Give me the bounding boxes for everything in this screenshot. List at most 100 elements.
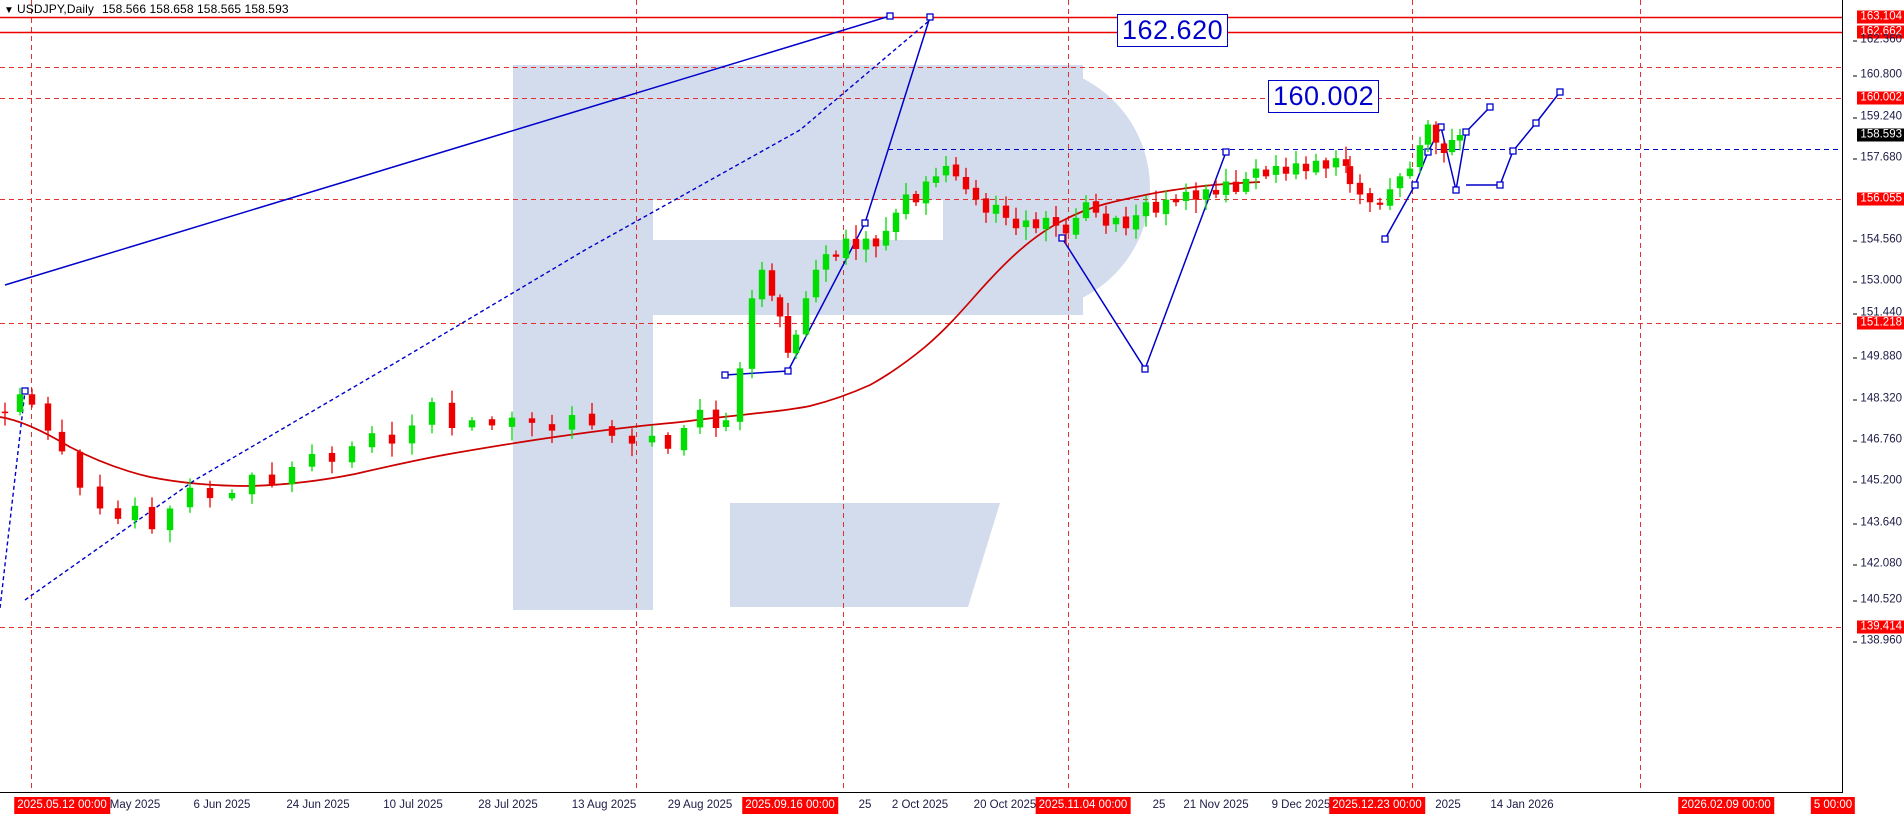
candle-body[interactable] [1302,163,1310,172]
candle-body[interactable] [872,238,880,247]
candle-body[interactable] [922,181,930,204]
candle-body[interactable] [28,394,36,405]
candle-body[interactable] [1416,145,1424,168]
chart-plot-area[interactable]: 162.620 160.002 [0,0,1843,793]
candle-body[interactable] [912,193,920,203]
candle-body[interactable] [96,486,104,509]
candle-body[interactable] [1192,190,1200,200]
candle-body[interactable] [248,474,256,495]
candle-body[interactable] [408,425,416,444]
candle-body[interactable] [1292,163,1300,175]
candle-body[interactable] [1092,201,1100,213]
candle-body[interactable] [1232,181,1240,192]
candle-body[interactable] [628,435,636,444]
candle-body[interactable] [588,413,596,426]
candle-body[interactable] [428,402,436,425]
candle-body[interactable] [892,212,900,233]
candle-body[interactable] [812,269,820,298]
candle-body[interactable] [1002,205,1010,218]
projection-line-main[interactable] [4,15,891,286]
candlestick-series[interactable] [1,120,1464,543]
candle-body[interactable] [1,411,9,414]
candle-body[interactable] [882,230,890,246]
time-axis[interactable]: 2025.05.12 00:00 21 May 2025 6 Jun 2025 24 … [0,794,1856,821]
projection-line-dashed[interactable] [0,390,26,609]
candle-body[interactable] [1312,160,1320,173]
candle-body[interactable] [1132,215,1140,230]
candle-body[interactable] [166,508,174,531]
candle-body[interactable] [488,419,496,426]
candle-body[interactable] [842,238,850,259]
candle-body[interactable] [288,466,296,485]
candle-body[interactable] [1222,181,1230,195]
candle-body[interactable] [1162,199,1170,215]
candle-body[interactable] [1396,176,1404,189]
candle-body[interactable] [1012,218,1020,229]
candle-body[interactable] [748,298,756,369]
candle-body[interactable] [131,505,139,521]
candle-body[interactable] [508,417,516,427]
candle-body[interactable] [1202,189,1210,200]
candle-body[interactable] [696,409,704,428]
candle-body[interactable] [1152,201,1160,213]
wave-projection-final[interactable] [1466,91,1561,186]
candle-body[interactable] [1456,135,1464,141]
candle-body[interactable] [784,316,792,353]
candle-body[interactable] [1102,213,1110,226]
candle-body[interactable] [268,474,276,486]
candle-body[interactable] [1082,202,1090,219]
candle-body[interactable] [902,194,910,215]
annotation-target-mid[interactable]: 160.002 [1268,80,1380,113]
candle-body[interactable] [1366,193,1374,203]
candle-body[interactable] [862,238,870,250]
candle-body[interactable] [1448,140,1456,153]
price-axis[interactable]: 163.104 162.662 162.360 160.800 160.002 159.2… [1843,0,1904,793]
projection-handles[interactable] [21,12,1564,395]
projection-line-dashed-2[interactable] [24,19,931,601]
candle-body[interactable] [768,270,776,296]
candle-body[interactable] [58,431,66,452]
candle-body[interactable] [982,198,990,213]
candle-body[interactable] [822,254,830,270]
candle-body[interactable] [388,434,396,444]
candle-body[interactable] [206,488,214,499]
candle-body[interactable] [1122,216,1130,229]
annotation-target-high[interactable]: 162.620 [1117,14,1229,47]
candle-body[interactable] [1406,168,1414,177]
candle-body[interactable] [548,424,556,431]
candle-body[interactable] [1172,198,1180,203]
candle-body[interactable] [832,254,840,257]
candle-body[interactable] [1386,189,1394,206]
candle-body[interactable] [308,453,316,467]
wave-projection-left[interactable] [724,16,931,376]
candle-body[interactable] [932,176,940,183]
candle-body[interactable] [608,426,616,436]
candle-body[interactable] [44,403,52,431]
candle-body[interactable] [1356,182,1364,195]
candle-body[interactable] [992,204,1000,214]
candle-body[interactable] [1022,220,1030,228]
candle-body[interactable] [114,508,122,519]
candle-body[interactable] [1342,159,1350,166]
candle-body[interactable] [368,433,376,448]
candle-body[interactable] [1252,168,1260,178]
candle-body[interactable] [16,394,24,412]
candle-body[interactable] [148,506,156,530]
candle-body[interactable] [1032,219,1040,229]
candle-body[interactable] [736,368,744,422]
candle-body[interactable] [228,492,236,499]
candle-body[interactable] [1424,124,1432,145]
resistance-levels[interactable] [0,16,1843,34]
candle-body[interactable] [758,269,766,300]
candle-body[interactable] [468,420,476,428]
candle-body[interactable] [648,435,656,443]
candle-body[interactable] [348,446,356,463]
candle-body[interactable] [1440,143,1448,153]
candle-body[interactable] [1322,160,1330,169]
candle-body[interactable] [962,176,970,190]
candle-body[interactable] [1332,158,1340,168]
candle-body[interactable] [1282,166,1290,174]
candle-body[interactable] [664,434,672,449]
candle-body[interactable] [802,298,810,335]
candle-body[interactable] [448,402,456,429]
